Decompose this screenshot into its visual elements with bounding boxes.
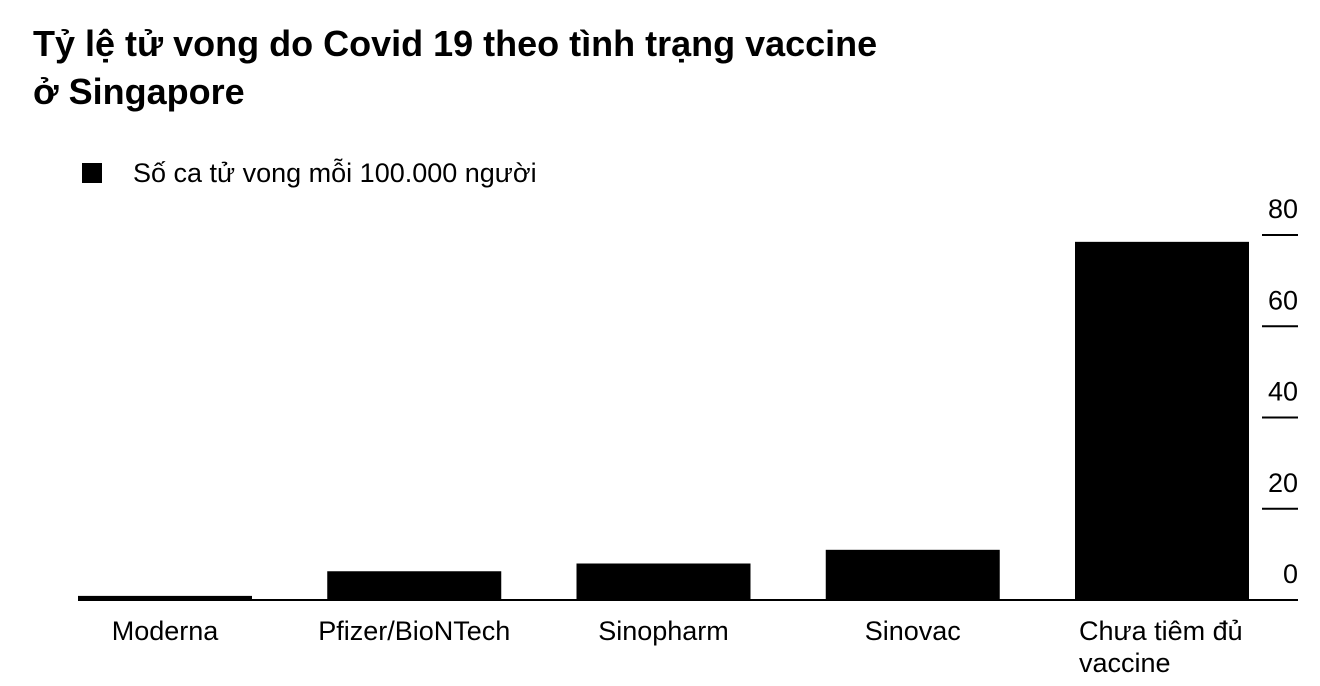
bar xyxy=(1075,241,1249,600)
chart-title-line-1: Tỷ lệ tử vong do Covid 19 theo tình trạn… xyxy=(33,23,878,64)
y-tick-label: 0 xyxy=(1283,559,1298,589)
x-category-label: Sinopharm xyxy=(598,616,729,646)
legend: Số ca tử vong mỗi 100.000 người xyxy=(82,156,537,190)
x-category-label: Pfizer/BioNTech xyxy=(318,616,510,646)
bar xyxy=(327,571,502,600)
legend-swatch xyxy=(82,163,102,183)
bar xyxy=(78,595,252,600)
chart-title: Tỷ lệ tử vong do Covid 19 theo tình trạn… xyxy=(33,20,1033,116)
y-tick-label: 20 xyxy=(1268,468,1298,498)
chart-title-line-2: ở Singapore xyxy=(33,71,245,112)
bar xyxy=(825,549,1000,600)
legend-label: Số ca tử vong mỗi 100.000 người xyxy=(133,158,537,188)
x-category-label: Chưa tiêm đủ vaccine xyxy=(1079,616,1243,678)
x-category-label: Moderna xyxy=(112,616,220,646)
bar xyxy=(576,563,751,600)
x-category-label: Sinovac xyxy=(865,616,961,646)
y-tick-label: 60 xyxy=(1268,285,1298,315)
y-tick-label: 40 xyxy=(1268,377,1298,407)
y-tick-label: 80 xyxy=(1268,194,1298,224)
